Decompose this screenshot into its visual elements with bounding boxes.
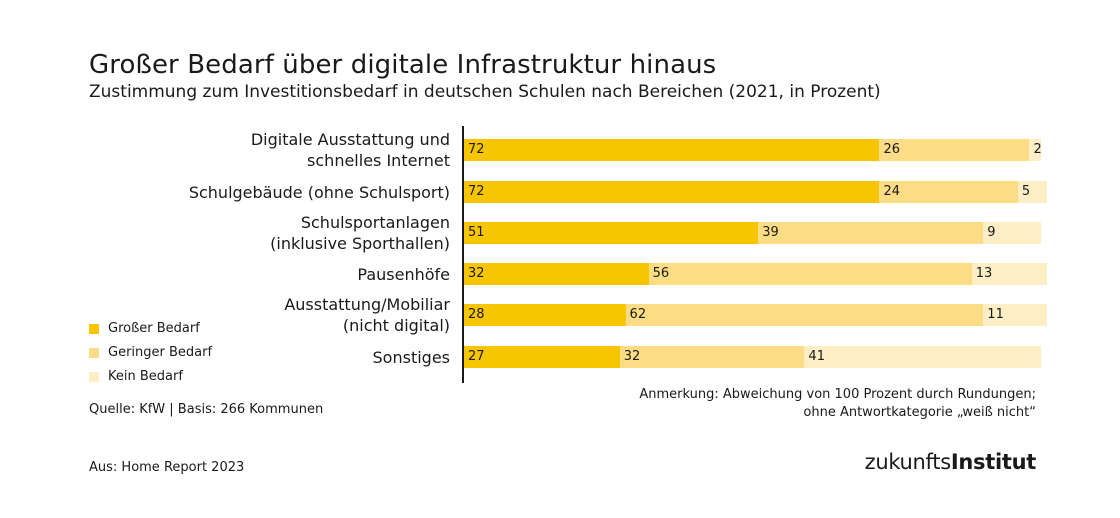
bar-segment — [464, 346, 620, 368]
category-label: Ausstattung/Mobiliar (nicht digital) — [284, 294, 450, 336]
bar-value-label: 56 — [652, 266, 670, 281]
bar-value-label: 39 — [762, 225, 779, 240]
note-text: Anmerkung: Abweichung von 100 Prozent du… — [639, 386, 1036, 422]
category-label: Sonstiges — [373, 347, 450, 368]
bar-value-label: 13 — [975, 266, 993, 281]
legend-swatch — [89, 324, 99, 334]
bar-segment — [648, 263, 972, 285]
bar-segment — [464, 181, 880, 203]
category-label: Schulsportanlagen (inklusive Sporthallen) — [270, 212, 450, 254]
legend-label: Geringer Bedarf — [108, 345, 213, 360]
category-label-line: (nicht digital) — [342, 316, 450, 335]
bar-segment — [464, 304, 626, 326]
bar-segment — [879, 181, 1018, 203]
bar-value-label: 28 — [468, 307, 485, 322]
bar-segment — [983, 304, 1047, 326]
chart-title: Großer Bedarf über digitale Infrastruktu… — [89, 50, 717, 80]
bar-value-label: 32 — [468, 266, 485, 281]
bar-value-label: 5 — [1021, 184, 1031, 199]
bar-segment — [1017, 181, 1047, 203]
bar-segment — [879, 139, 1030, 161]
bar-segment-remainder — [1035, 222, 1041, 244]
bar-value-label: 51 — [468, 225, 485, 240]
category-label: Digitale Ausstattung und schnelles Intern… — [251, 129, 450, 171]
footer-text: Aus: Home Report 2023 — [89, 460, 245, 475]
brand-logo-part2: Institut — [950, 450, 1036, 474]
bar-value-label: 62 — [629, 307, 647, 322]
bar-segment — [464, 222, 759, 244]
note-line-1: Anmerkung: Abweichung von 100 Prozent du… — [639, 387, 1036, 402]
category-label-line: Ausstattung/Mobiliar — [284, 295, 450, 314]
legend-label: Großer Bedarf — [108, 321, 200, 336]
brand-logo: zukunftsInstitut — [864, 450, 1037, 474]
bar-segment — [464, 139, 880, 161]
bar-value-label: 32 — [623, 349, 641, 364]
brand-logo-part1: zukunfts — [864, 450, 952, 474]
category-label-line: schnelles Internet — [307, 151, 450, 170]
bar-segment — [625, 304, 984, 326]
bar-value-label: 11 — [987, 307, 1004, 322]
category-label-line: Sonstiges — [372, 347, 450, 367]
bar-segment — [758, 222, 984, 244]
bar-segment — [1029, 139, 1041, 161]
chart-subtitle: Zustimmung zum Investitionsbedarf in deu… — [89, 82, 881, 102]
bar-segment — [619, 346, 805, 368]
category-label-line: Schulgebäude (ohne Schulsport) — [188, 182, 450, 202]
bar-segment — [983, 222, 1036, 244]
bar-value-label: 2 — [1033, 142, 1042, 157]
category-label: Pausenhöfe — [357, 264, 450, 285]
bar-value-label: 41 — [808, 349, 825, 364]
category-label-line: (inklusive Sporthallen) — [270, 234, 450, 253]
note-line-2: ohne Antwortkategorie „weiß nicht“ — [803, 405, 1036, 420]
category-label-line: Schulsportanlagen — [300, 213, 450, 232]
y-axis-line — [462, 126, 464, 383]
bar-value-label: 72 — [468, 142, 485, 157]
bar-value-label: 72 — [468, 184, 485, 199]
legend-label: Kein Bedarf — [108, 369, 183, 384]
bar-value-label: 9 — [987, 225, 996, 240]
category-label-line: Digitale Ausstattung und — [250, 130, 450, 149]
legend-swatch — [89, 348, 99, 358]
bar-value-label: 26 — [883, 142, 900, 157]
bar-segment — [464, 263, 649, 285]
bar-segment — [971, 263, 1047, 285]
category-label-line: Pausenhöfe — [357, 264, 450, 284]
bar-segment — [804, 346, 1041, 368]
category-label: Schulgebäude (ohne Schulsport) — [189, 182, 450, 203]
source-text: Quelle: KfW | Basis: 266 Kommunen — [89, 402, 324, 417]
legend-swatch — [89, 372, 99, 382]
bar-value-label: 27 — [468, 349, 485, 364]
bar-value-label: 24 — [883, 184, 900, 199]
